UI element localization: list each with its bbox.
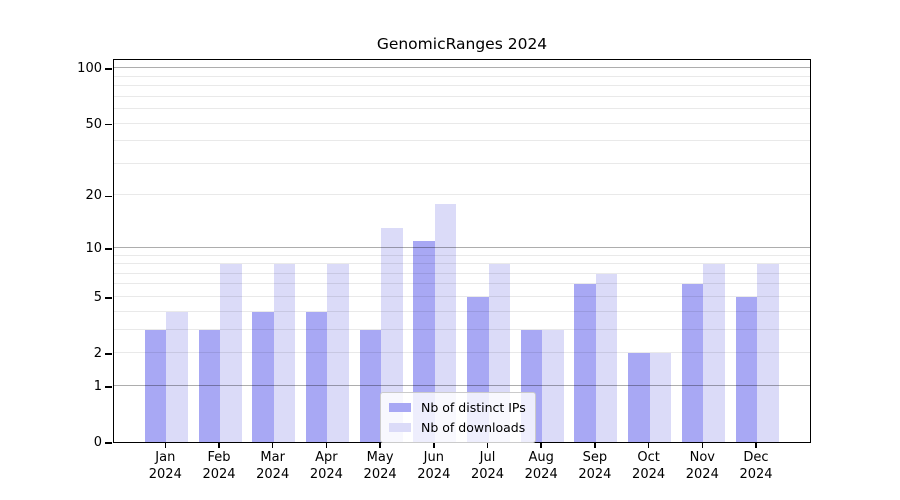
y-tick-label: 50: [85, 116, 102, 132]
x-tick-mark: [379, 443, 381, 448]
x-tick-label: Jun 2024: [417, 450, 451, 482]
legend-label-downloads: Nb of downloads: [421, 420, 526, 435]
x-tick-mark: [325, 443, 328, 448]
x-tick-label: Aug 2024: [524, 450, 558, 482]
legend: Nb of distinct IPs Nb of downloads: [380, 392, 536, 443]
y-tick-label: 5: [93, 289, 102, 305]
x-tick-mark: [218, 443, 220, 448]
x-tick-mark: [271, 443, 274, 448]
bar-downloads-feb: [220, 264, 242, 442]
y-tick-mark: [105, 248, 112, 250]
x-tick-mark: [647, 443, 650, 448]
x-tick-label: Mar 2024: [256, 450, 290, 482]
x-tick-label: Oct 2024: [632, 450, 666, 482]
legend-item-distinct-ips: Nb of distinct IPs: [389, 400, 526, 415]
bar-ips-jan: [144, 329, 167, 442]
bar-downloads-may: [381, 228, 403, 442]
x-tick-label: Jul 2024: [470, 450, 505, 482]
bar-downloads-nov: [703, 264, 725, 442]
y-tick-mark: [105, 353, 112, 355]
x-tick-mark: [164, 443, 167, 448]
bar-downloads-oct: [649, 353, 672, 442]
x-tick-mark: [755, 443, 757, 448]
y-tick-mark: [105, 442, 112, 444]
y-tick-label: 2: [93, 346, 102, 361]
x-tick-label: Sep 2024: [578, 450, 612, 482]
bar-ips-jun: [413, 240, 435, 442]
legend-swatch-distinct-ips: [389, 403, 411, 412]
y-tick-mark: [105, 68, 112, 70]
bar-downloads-sep: [595, 273, 618, 442]
bar-ips-apr: [305, 311, 328, 442]
x-tick-mark: [540, 443, 542, 448]
bar-downloads-jan: [166, 311, 188, 442]
y-tick-label: 0: [93, 435, 102, 450]
x-tick-label: Apr 2024: [309, 450, 343, 482]
bar-downloads-apr: [327, 264, 349, 442]
bar-downloads-aug: [542, 329, 564, 442]
bar-ips-nov: [681, 284, 704, 442]
y-tick-label: 100: [77, 61, 102, 77]
bar-ips-may: [359, 329, 382, 442]
bar-downloads-dec: [757, 264, 779, 442]
bar-ips-mar: [252, 311, 274, 442]
x-tick-label: Dec 2024: [739, 450, 773, 482]
x-tick-mark: [701, 443, 704, 448]
bar-ips-sep: [574, 284, 596, 442]
bar-downloads-mar: [273, 264, 296, 442]
y-tick-mark: [105, 386, 112, 388]
bar-ips-oct: [628, 353, 650, 442]
bar-ips-dec: [735, 296, 757, 442]
x-tick-label: Nov 2024: [685, 450, 719, 482]
chart-title: GenomicRanges 2024: [376, 35, 548, 53]
y-tick-mark: [105, 123, 112, 126]
x-tick-label: Feb 2024: [202, 450, 236, 482]
x-tick-mark: [594, 443, 596, 448]
plot-area: Nb of distinct IPs Nb of downloads: [113, 59, 811, 443]
y-tick-label: 10: [85, 240, 102, 256]
x-tick-label: May 2024: [363, 450, 397, 482]
legend-item-downloads: Nb of downloads: [389, 420, 526, 435]
legend-label-distinct-ips: Nb of distinct IPs: [421, 400, 526, 415]
x-tick-label: Jan 2024: [148, 450, 182, 482]
x-tick-mark: [433, 443, 435, 448]
y-tick-mark: [105, 297, 112, 299]
legend-swatch-downloads: [389, 423, 411, 432]
y-tick-label: 1: [93, 378, 102, 394]
y-tick-label: 20: [85, 188, 102, 204]
bar-downloads-jun: [434, 203, 457, 442]
y-tick-mark: [105, 195, 112, 198]
bars-layer: [114, 60, 810, 442]
x-tick-mark: [486, 443, 489, 448]
bar-ips-feb: [198, 329, 220, 442]
